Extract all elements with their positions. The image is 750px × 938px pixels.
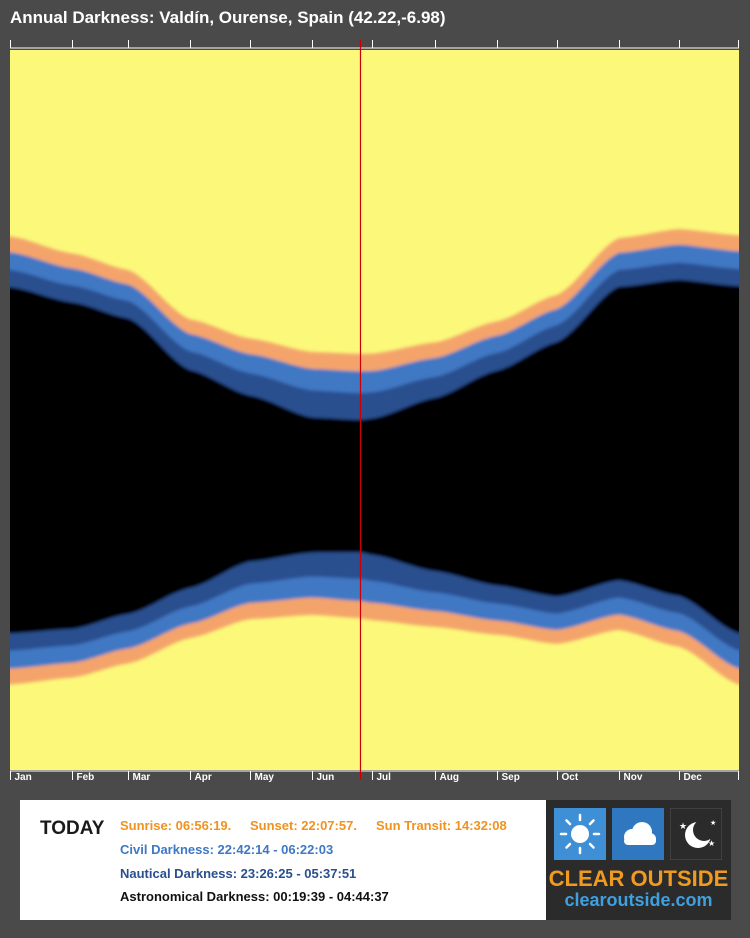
today-panel: TODAY Sunrise: 06:56:19. Sunset: 22:07:5…: [20, 800, 546, 920]
month-label: Oct: [562, 772, 579, 783]
cloud-icon: [612, 808, 664, 860]
month-label: Sep: [502, 772, 520, 783]
month-label: May: [255, 772, 275, 783]
month-label: Aug: [440, 772, 459, 783]
today-label: TODAY: [40, 818, 105, 839]
band-night: [10, 279, 739, 634]
sunrise-text: Sunrise: 06:56:19.: [120, 818, 232, 833]
sun-icon: [554, 808, 606, 860]
month-label: Jan: [15, 772, 32, 783]
sunset-text: Sunset: 22:07:57.: [250, 818, 357, 833]
logo-title: CLEAR OUTSIDE: [548, 866, 729, 891]
svg-text:★: ★: [708, 839, 715, 848]
logo-url: clearoutside.com: [564, 890, 713, 910]
month-label: Dec: [684, 772, 703, 783]
moon-stars-icon: ★ ★ ★: [670, 808, 722, 860]
month-label: Feb: [77, 772, 95, 783]
month-label: Apr: [195, 772, 212, 783]
month-label: Mar: [133, 772, 151, 783]
astronomical-darkness-text: Astronomical Darkness: 00:19:39 - 04:44:…: [120, 889, 389, 904]
clear-outside-logo[interactable]: ★ ★ ★ CLEAR OUTSIDE clearoutside.com: [546, 800, 731, 920]
svg-text:★: ★: [679, 822, 687, 832]
month-label: Jun: [317, 772, 335, 783]
sun-transit-text: Sun Transit: 14:32:08: [376, 818, 507, 833]
civil-darkness-text: Civil Darkness: 22:42:14 - 06:22:03: [120, 842, 334, 857]
svg-text:★: ★: [710, 819, 716, 827]
darkness-chart: Jan Feb Mar Apr May Jun Jul Aug Sep Oct Nov Dec: [10, 40, 739, 783]
month-label: Nov: [624, 772, 643, 783]
chart-title: Annual Darkness: Valdín, Ourense, Spain …: [10, 8, 446, 27]
month-label: Jul: [377, 772, 392, 783]
nautical-darkness-text: Nautical Darkness: 23:26:25 - 05:37:51: [120, 866, 357, 881]
